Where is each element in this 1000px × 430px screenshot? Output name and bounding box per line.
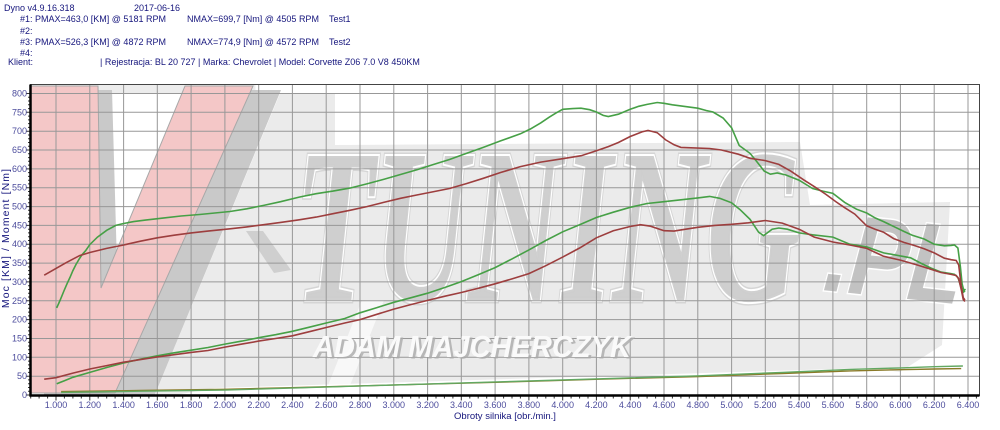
svg-text:50: 50 <box>17 371 27 381</box>
svg-text:2.400: 2.400 <box>281 400 304 410</box>
svg-text:3.000: 3.000 <box>383 400 406 410</box>
svg-text:Obroty silnika [obr./min.]: Obroty silnika [obr./min.] <box>454 411 556 422</box>
svg-text:600: 600 <box>12 164 27 174</box>
svg-text:0: 0 <box>22 390 27 400</box>
svg-text:200: 200 <box>12 315 27 325</box>
svg-text:5.200: 5.200 <box>754 400 777 410</box>
svg-text:2.200: 2.200 <box>247 400 270 410</box>
svg-text:Moc [KM] / Moment [Nm]: Moc [KM] / Moment [Nm] <box>0 168 12 308</box>
svg-text:1.800: 1.800 <box>180 400 203 410</box>
svg-text:5.000: 5.000 <box>720 400 743 410</box>
svg-text:ADAM MAJCHERCZYK: ADAM MAJCHERCZYK <box>312 329 633 364</box>
svg-text:1.400: 1.400 <box>112 400 135 410</box>
svg-text:5.600: 5.600 <box>822 400 845 410</box>
svg-text:3.200: 3.200 <box>416 400 439 410</box>
svg-text:100: 100 <box>12 352 27 362</box>
svg-text:800: 800 <box>12 89 27 99</box>
svg-text:TUNING: TUNING <box>295 104 800 348</box>
svg-text:5.800: 5.800 <box>855 400 878 410</box>
svg-text:TUNING: TUNING <box>295 104 800 348</box>
svg-text:2.000: 2.000 <box>214 400 237 410</box>
svg-text:500: 500 <box>12 202 27 212</box>
svg-text:4.800: 4.800 <box>687 400 710 410</box>
svg-text:3.600: 3.600 <box>484 400 507 410</box>
svg-text:1.200: 1.200 <box>79 400 102 410</box>
svg-text:1.000: 1.000 <box>45 400 68 410</box>
svg-text:750: 750 <box>12 107 27 117</box>
svg-text:4.200: 4.200 <box>585 400 608 410</box>
svg-text:6.200: 6.200 <box>923 400 946 410</box>
svg-text:450: 450 <box>12 220 27 230</box>
svg-text:6.000: 6.000 <box>889 400 912 410</box>
svg-text:550: 550 <box>12 183 27 193</box>
svg-text:350: 350 <box>12 258 27 268</box>
svg-text:150: 150 <box>12 334 27 344</box>
svg-text:4.000: 4.000 <box>551 400 574 410</box>
svg-text:4.400: 4.400 <box>619 400 642 410</box>
svg-text:400: 400 <box>12 239 27 249</box>
svg-text:ADAM MAJCHERCZYK: ADAM MAJCHERCZYK <box>315 331 636 366</box>
svg-text:2.600: 2.600 <box>315 400 338 410</box>
svg-text:3.400: 3.400 <box>450 400 473 410</box>
svg-text:5.400: 5.400 <box>788 400 811 410</box>
svg-text:1.600: 1.600 <box>146 400 169 410</box>
svg-text:3.800: 3.800 <box>518 400 541 410</box>
svg-text:2.800: 2.800 <box>349 400 372 410</box>
svg-text:700: 700 <box>12 126 27 136</box>
svg-text:250: 250 <box>12 296 27 306</box>
svg-text:6.400: 6.400 <box>957 400 980 410</box>
svg-text:300: 300 <box>12 277 27 287</box>
svg-text:4.600: 4.600 <box>653 400 676 410</box>
svg-text:650: 650 <box>12 145 27 155</box>
